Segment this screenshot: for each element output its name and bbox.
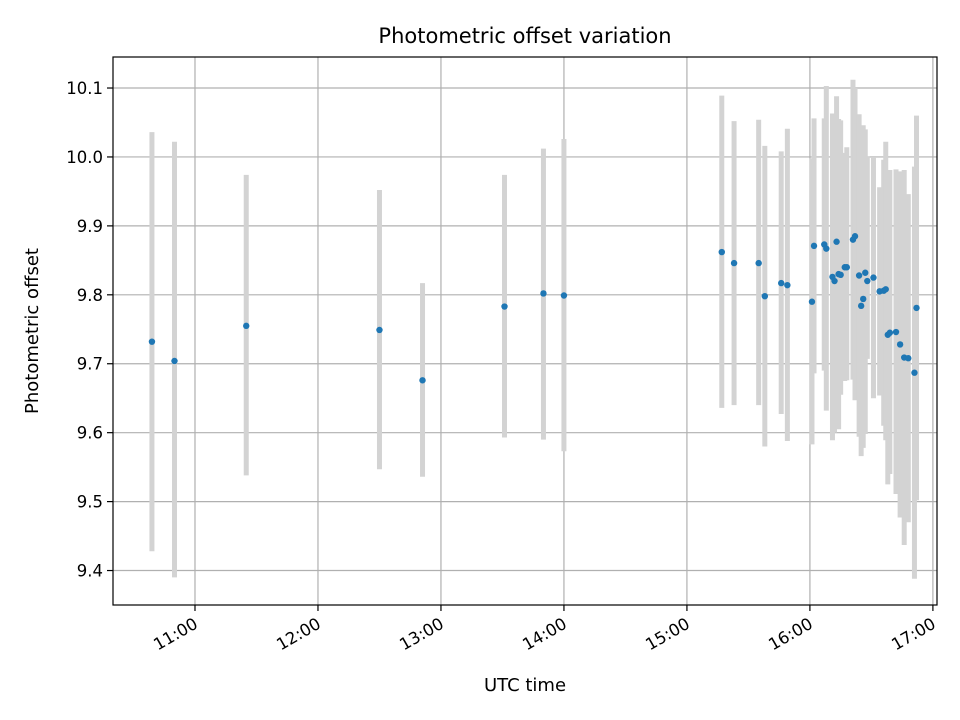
data-point xyxy=(755,259,762,267)
data-point xyxy=(823,245,830,252)
x-axis-label: UTC time xyxy=(484,675,566,696)
y-tick-label: 9.7 xyxy=(77,355,103,374)
data-point xyxy=(171,357,178,365)
y-tick-label: 10.1 xyxy=(66,79,103,98)
data-point xyxy=(892,328,900,336)
data-point xyxy=(376,326,383,334)
data-point xyxy=(243,322,250,330)
data-point xyxy=(810,242,818,250)
data-point xyxy=(761,292,769,300)
data-point xyxy=(886,329,894,336)
plot-frame xyxy=(112,56,938,606)
data-point xyxy=(730,259,738,267)
x-tick-label: 15:00 xyxy=(642,614,693,654)
data-point xyxy=(864,277,871,285)
x-tick-label: 16:00 xyxy=(765,614,816,654)
data-point xyxy=(913,304,920,312)
point-layer xyxy=(148,233,920,384)
y-tick-label: 9.8 xyxy=(77,286,103,305)
data-point xyxy=(808,298,816,305)
y-tick-label: 9.6 xyxy=(77,424,103,443)
data-point xyxy=(896,341,904,348)
data-point xyxy=(784,281,791,289)
data-point xyxy=(718,248,725,256)
data-point xyxy=(540,290,547,297)
y-axis-label: Photometric offset xyxy=(22,248,43,414)
data-point xyxy=(860,295,867,303)
data-point xyxy=(911,369,918,376)
data-point xyxy=(857,302,865,310)
data-point xyxy=(560,292,568,299)
data-point xyxy=(833,238,840,245)
data-point xyxy=(501,303,508,310)
data-point xyxy=(148,338,156,345)
x-tick-label: 17:00 xyxy=(888,614,939,654)
data-point xyxy=(862,269,869,276)
data-point xyxy=(855,272,863,279)
y-tick-label: 10.0 xyxy=(66,148,103,167)
data-point xyxy=(419,377,426,384)
data-point xyxy=(905,355,912,362)
data-point xyxy=(778,279,785,287)
data-point xyxy=(851,233,859,240)
y-tick-label: 9.9 xyxy=(77,217,103,236)
data-point xyxy=(882,286,889,293)
x-tick-label: 12:00 xyxy=(273,614,324,654)
data-point xyxy=(831,277,838,285)
chart-title: Photometric offset variation xyxy=(378,24,671,48)
data-point xyxy=(843,264,851,271)
y-tick-label: 9.4 xyxy=(77,562,103,581)
data-point xyxy=(870,274,877,281)
x-tick-label: 13:00 xyxy=(396,614,447,654)
errorbar-layer xyxy=(149,79,920,579)
y-tick-label: 9.5 xyxy=(77,493,103,512)
data-point xyxy=(837,271,844,279)
x-tick-label: 14:00 xyxy=(519,614,570,654)
x-tick-label: 11:00 xyxy=(150,614,201,654)
